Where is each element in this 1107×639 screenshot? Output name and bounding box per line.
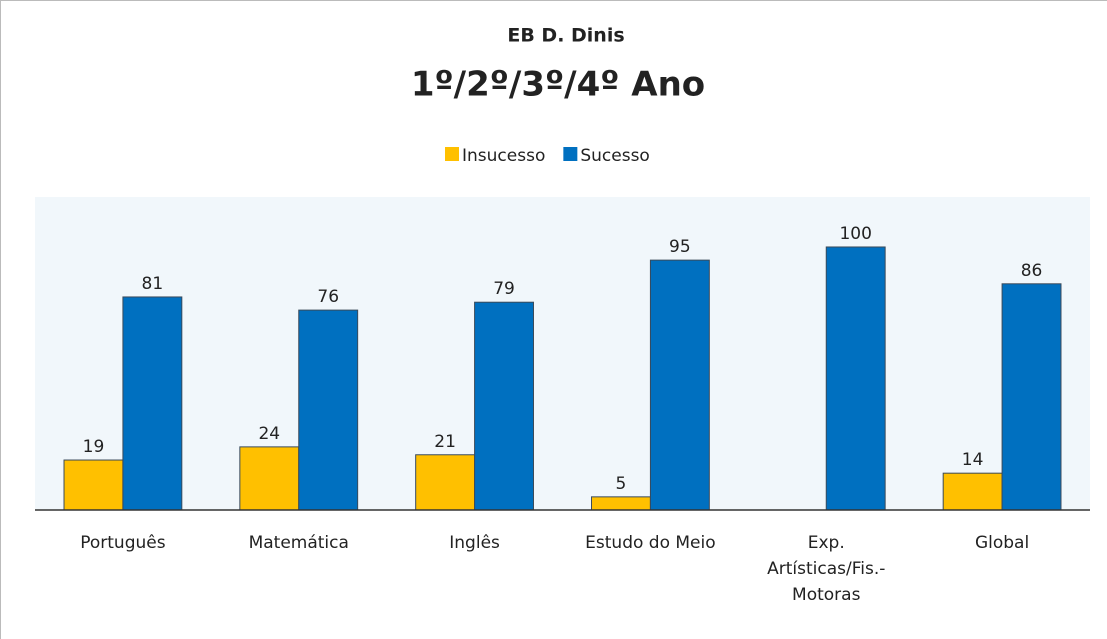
bar xyxy=(63,459,124,511)
legend-label: Sucesso xyxy=(580,146,650,166)
legend-swatch xyxy=(563,147,578,161)
bar xyxy=(591,496,651,511)
data-label: 21 xyxy=(434,432,456,452)
data-label: 19 xyxy=(83,437,105,457)
legend-swatch xyxy=(445,147,459,161)
x-tick-label: Estudo do Meio xyxy=(585,533,716,553)
x-tick-label: Global xyxy=(974,533,1030,553)
x-tick-label: Português xyxy=(80,533,166,553)
bar xyxy=(942,472,1003,511)
data-label: 86 xyxy=(1021,261,1043,281)
bar xyxy=(415,454,476,511)
bar xyxy=(298,309,359,511)
bar xyxy=(649,259,710,511)
data-label: 79 xyxy=(493,279,515,299)
x-tick-label: Inglês xyxy=(449,533,500,553)
chart-subtitle: 1º/2º/3º/4º Ano xyxy=(411,65,705,105)
x-tick-label: Exp. Artísticas/Fis.-Motoras xyxy=(767,533,886,605)
data-label: 5 xyxy=(616,474,627,494)
x-tick-label: Matemática xyxy=(248,533,349,553)
data-label: 100 xyxy=(839,224,871,244)
bar xyxy=(825,246,886,511)
plot-area xyxy=(35,197,1090,510)
chart-title: EB D. Dinis xyxy=(507,25,624,47)
bar xyxy=(122,296,183,511)
data-label: 76 xyxy=(317,287,339,307)
data-label: 81 xyxy=(142,274,164,294)
data-label: 14 xyxy=(962,450,984,470)
legend-label: Insucesso xyxy=(462,146,545,166)
data-label: 95 xyxy=(669,237,691,257)
data-label: 24 xyxy=(258,424,280,444)
bar xyxy=(1001,283,1062,511)
bar xyxy=(474,301,534,511)
bar xyxy=(239,446,300,511)
